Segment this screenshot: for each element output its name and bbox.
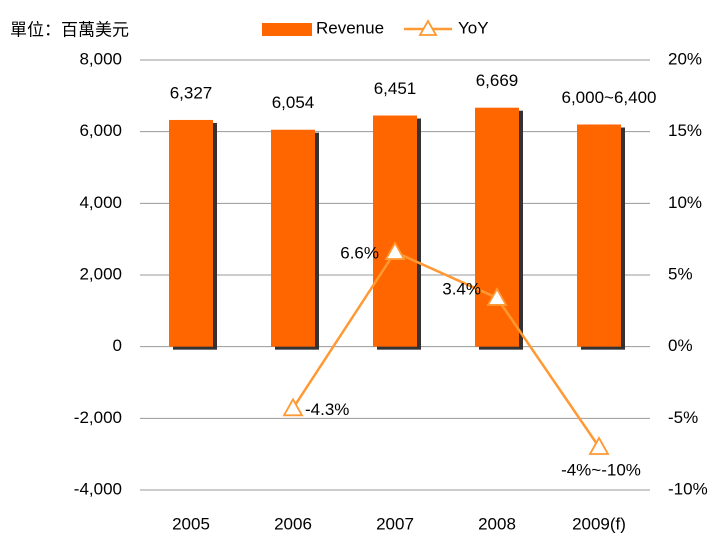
marker [384, 241, 406, 260]
y-tick-label: 2,000 [79, 264, 122, 283]
y-tick-label: 4,000 [79, 193, 122, 212]
x-tick-label: 2009(f) [572, 514, 626, 533]
legend-swatch [262, 23, 312, 36]
data-label: 6,327 [170, 83, 213, 102]
data-label: 6,669 [476, 71, 519, 90]
data-label: 6,000~6,400 [561, 88, 656, 107]
bar [475, 107, 519, 347]
data-label: 6,054 [272, 93, 315, 112]
marker [282, 397, 304, 417]
y2-tick-label: -5% [668, 408, 698, 427]
y-tick-label: 0 [113, 336, 122, 355]
y2-tick-label: 20% [668, 49, 702, 68]
y2-tick-label: 0% [668, 336, 693, 355]
legend-label: YoY [458, 18, 489, 37]
legend-marker [418, 19, 438, 36]
line [291, 250, 601, 448]
y-tick-label: 6,000 [79, 121, 122, 140]
y-tick-label: -4,000 [74, 479, 122, 498]
y2-tick-label: 15% [668, 121, 702, 140]
bar [373, 115, 417, 347]
y2-tick-label: -10% [668, 479, 708, 498]
marker [486, 287, 508, 306]
bar [169, 119, 213, 347]
data-label: 3.4% [442, 279, 481, 298]
bar [271, 129, 315, 347]
unit-label: 單位：百萬美元 [10, 20, 129, 39]
data-label: 6,451 [374, 79, 417, 98]
data-label: 6.6% [340, 244, 379, 263]
y-tick-label: 8,000 [79, 49, 122, 68]
data-label: -4%~-10% [561, 460, 641, 479]
marker [588, 436, 610, 455]
x-tick-label: 2008 [478, 514, 516, 533]
x-tick-label: 2006 [274, 514, 312, 533]
x-tick-label: 2005 [172, 514, 210, 533]
y2-tick-label: 10% [668, 193, 702, 212]
y-tick-label: -2,000 [74, 408, 122, 427]
y2-tick-label: 5% [668, 264, 693, 283]
data-label: -4.3% [305, 400, 349, 419]
legend-label: Revenue [316, 18, 384, 37]
bar [577, 124, 621, 347]
x-tick-label: 2007 [376, 514, 414, 533]
